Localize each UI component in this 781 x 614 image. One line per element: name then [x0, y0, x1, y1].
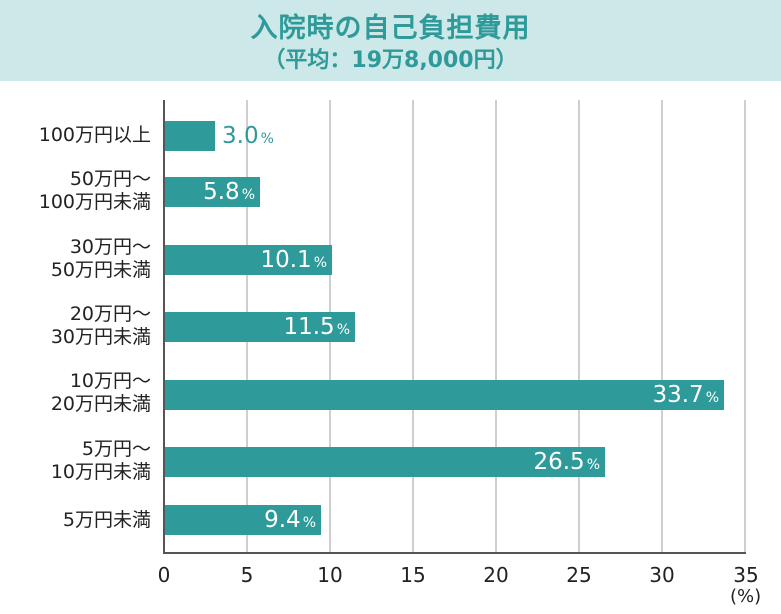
category-label: 50万円～ 100万円未満 — [38, 168, 151, 213]
value-label: 9.4% — [264, 507, 316, 533]
value-label: 5.8% — [203, 179, 255, 205]
bar-5-10man — [165, 447, 605, 477]
value-label: 10.1% — [260, 247, 327, 273]
gridline-35 — [744, 100, 746, 553]
category-label: 100万円以上 — [38, 124, 151, 146]
value-label: 3.0% — [222, 123, 274, 149]
category-label: 10万円～ 20万円未満 — [50, 370, 151, 415]
gridline-20 — [495, 100, 497, 553]
category-label: 30万円～ 50万円未満 — [50, 236, 151, 281]
bar-50-100man — [165, 177, 260, 207]
category-label: 5万円～ 10万円未満 — [50, 438, 151, 483]
bar-under-5man — [165, 505, 321, 535]
x-tick: 0 — [157, 563, 171, 587]
category-label: 20万円～ 30万円未満 — [50, 303, 151, 348]
gridline-25 — [578, 100, 580, 553]
chart-title: 入院時の自己負担費用 — [250, 13, 531, 44]
bar-20-30man — [165, 312, 355, 342]
x-tick: 25 — [566, 563, 592, 587]
x-tick: 35 — [733, 563, 759, 587]
chart-subtitle: （平均：19万8,000円） — [263, 48, 518, 73]
x-tick: 10 — [317, 563, 343, 587]
chart-header: 入院時の自己負担費用 （平均：19万8,000円） — [0, 0, 781, 81]
x-tick: 15 — [400, 563, 426, 587]
value-label: 26.5% — [533, 449, 600, 475]
x-tick: 30 — [649, 563, 675, 587]
gridline-15 — [412, 100, 414, 553]
x-axis-unit: (%) — [730, 586, 762, 607]
x-tick: 5 — [240, 563, 254, 587]
value-label: 33.7% — [652, 382, 719, 408]
bar-100man-plus — [165, 121, 215, 151]
value-label: 11.5% — [283, 314, 350, 340]
x-tick: 20 — [483, 563, 509, 587]
bar-30-50man — [165, 245, 332, 275]
x-axis-line — [163, 552, 746, 554]
category-label: 5万円未満 — [62, 509, 151, 531]
y-axis-line — [163, 100, 165, 554]
gridline-30 — [661, 100, 663, 553]
bar-10-20man — [165, 380, 724, 410]
